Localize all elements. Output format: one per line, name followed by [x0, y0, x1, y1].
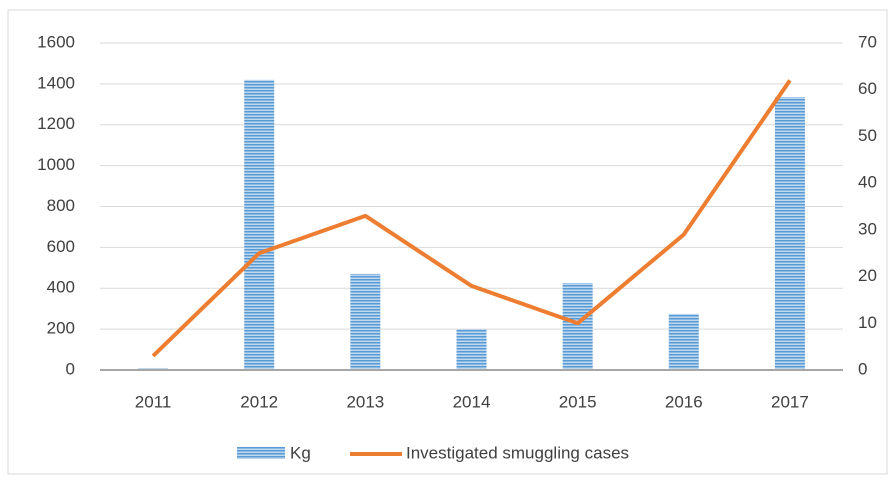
line: [151, 79, 792, 358]
bar: [774, 97, 805, 371]
bar: [668, 313, 699, 370]
y-tick-label: 800: [47, 196, 75, 215]
y-tick-label: 1600: [37, 32, 75, 51]
y-tick-label: 0: [66, 359, 75, 378]
x-tick-label: 2013: [346, 392, 384, 411]
y2-tick-label: 30: [858, 219, 877, 238]
y-tick-label: 1400: [37, 73, 75, 92]
y-tick-label: 1200: [37, 114, 75, 133]
bar: [138, 367, 169, 370]
bar: [456, 329, 487, 370]
y2-tick-label: 50: [858, 126, 877, 145]
y2-tick-label: 10: [858, 313, 877, 332]
legend-swatch: [237, 447, 285, 459]
chart-border: [7, 9, 888, 475]
legend-label: Investigated smuggling cases: [406, 443, 629, 462]
bar: [350, 273, 381, 370]
bar: [562, 283, 593, 370]
x-tick-label: 2016: [665, 392, 703, 411]
y2-tick-label: 20: [858, 266, 877, 285]
x-tick-label: 2014: [453, 392, 491, 411]
y2-tick-label: 60: [858, 79, 877, 98]
y-tick-label: 600: [47, 237, 75, 256]
y2-tick-label: 40: [858, 173, 877, 192]
legend-label: Kg: [290, 443, 311, 462]
x-tick-label: 2011: [135, 392, 172, 411]
y2-tick-label: 0: [858, 359, 867, 378]
x-tick-label: 2015: [559, 392, 597, 411]
y-tick-label: 1000: [37, 155, 75, 174]
bar: [244, 79, 275, 370]
x-tick-label: 2012: [240, 392, 278, 411]
y2-tick-label: 70: [858, 32, 877, 51]
x-tick-label: 2017: [771, 392, 809, 411]
y-tick-label: 400: [47, 278, 75, 297]
y-tick-label: 200: [47, 319, 75, 338]
